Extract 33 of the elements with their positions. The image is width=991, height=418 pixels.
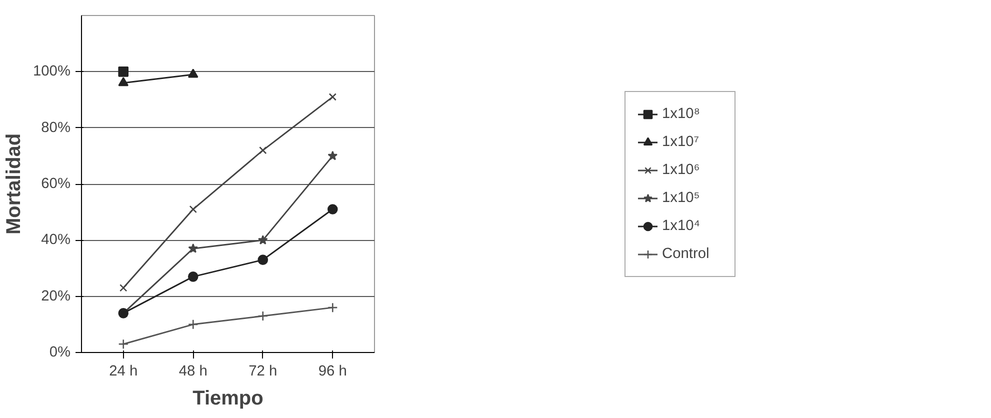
- point: [188, 243, 198, 253]
- point: [120, 284, 128, 292]
- x-tick-label: 24 h: [109, 364, 138, 380]
- x-tick-label: 72 h: [248, 364, 278, 380]
- point: [259, 146, 267, 154]
- point: [327, 302, 338, 313]
- x-tick-label: 96 h: [318, 364, 347, 380]
- point: [258, 254, 268, 265]
- y-tick-label: 60%: [41, 176, 71, 192]
- point: [118, 66, 129, 77]
- point: [118, 338, 129, 350]
- legend-label: 1x10⁴: [662, 218, 702, 234]
- point: [189, 205, 197, 214]
- point: [188, 319, 198, 330]
- point: [258, 235, 268, 244]
- point: [327, 204, 338, 214]
- legend-label: Control: [662, 246, 710, 262]
- legend-label: 1x10⁵: [662, 190, 701, 206]
- y-tick-label: 20%: [41, 288, 71, 304]
- legend-label: 1x10⁷: [662, 134, 700, 150]
- y-tick-label: 80%: [41, 120, 71, 136]
- legend-label: 1x10⁸: [662, 106, 701, 122]
- legend-label: 1x10⁶: [662, 162, 701, 178]
- y-tick-label: 100%: [33, 64, 71, 80]
- y-tick-label: 0%: [49, 344, 71, 360]
- y-tick-label: 40%: [41, 232, 71, 248]
- point: [188, 272, 198, 282]
- point: [328, 93, 336, 101]
- point: [258, 310, 268, 322]
- point: [328, 150, 338, 160]
- x-axis-title: Tiempo: [192, 388, 264, 410]
- x-tick-label: 48 h: [178, 364, 208, 380]
- y-axis-title: Mortalidad: [3, 133, 26, 235]
